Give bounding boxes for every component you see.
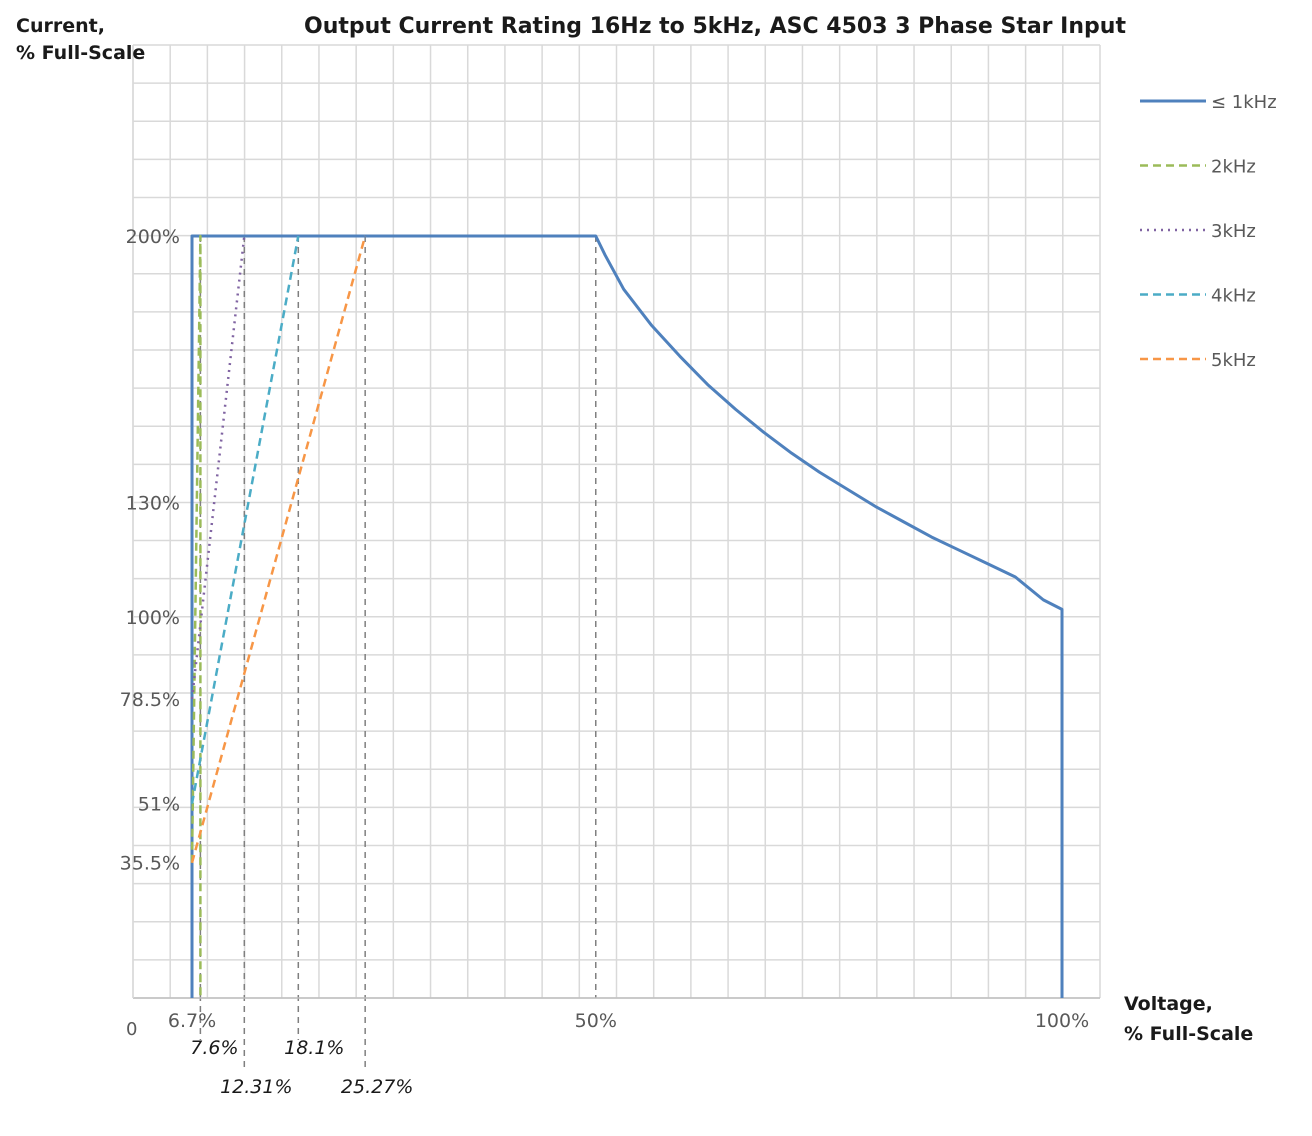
legend-label: ≤ 1kHz bbox=[1211, 92, 1277, 113]
series-line-3 bbox=[190, 235, 246, 700]
x-tick-label: 100% bbox=[1035, 1010, 1089, 1032]
chart-labels: Output Current Rating 16Hz to 5kHz, ASC … bbox=[16, 14, 1253, 1098]
origin-label: 0 bbox=[126, 1019, 137, 1040]
legend-label: 5kHz bbox=[1211, 350, 1256, 371]
y-axis-label: Current, bbox=[16, 15, 105, 37]
series-lines bbox=[190, 234, 1064, 998]
y-axis-label: % Full-Scale bbox=[16, 42, 145, 64]
y-tick-label: 51% bbox=[138, 794, 180, 816]
chart-title: Output Current Rating 16Hz to 5kHz, ASC … bbox=[304, 14, 1126, 39]
x-tick-label: 12.31% bbox=[220, 1076, 292, 1098]
series-line-4 bbox=[190, 235, 300, 804]
legend-label: 3kHz bbox=[1211, 221, 1256, 242]
x-tick-label: 6.7% bbox=[168, 1010, 216, 1032]
series-line-5 bbox=[190, 235, 367, 864]
x-axis-label: % Full-Scale bbox=[1124, 1023, 1253, 1045]
y-tick-label: 200% bbox=[126, 226, 180, 248]
grid-lines bbox=[132, 44, 1101, 999]
x-tick-label: 18.1% bbox=[284, 1037, 344, 1059]
y-tick-label: 78.5% bbox=[120, 689, 180, 711]
x-tick-label: 50% bbox=[575, 1010, 617, 1032]
x-tick-label: 25.27% bbox=[341, 1076, 413, 1098]
y-tick-label: 130% bbox=[126, 493, 180, 515]
y-tick-label: 100% bbox=[126, 607, 180, 629]
series-line-2 bbox=[190, 234, 202, 998]
x-tick-label: 7.6% bbox=[190, 1037, 238, 1059]
reference-lines bbox=[199, 236, 597, 1070]
axes bbox=[132, 45, 1100, 999]
legend-label: 2kHz bbox=[1211, 157, 1256, 178]
series-line-1 bbox=[190, 234, 1064, 998]
legend-label: 4kHz bbox=[1211, 286, 1256, 307]
y-tick-label: 35.5% bbox=[120, 853, 180, 875]
x-axis-label: Voltage, bbox=[1124, 993, 1213, 1015]
legend: ≤ 1kHz 2kHz 3kHz 4kHz 5kHz bbox=[1140, 92, 1277, 371]
